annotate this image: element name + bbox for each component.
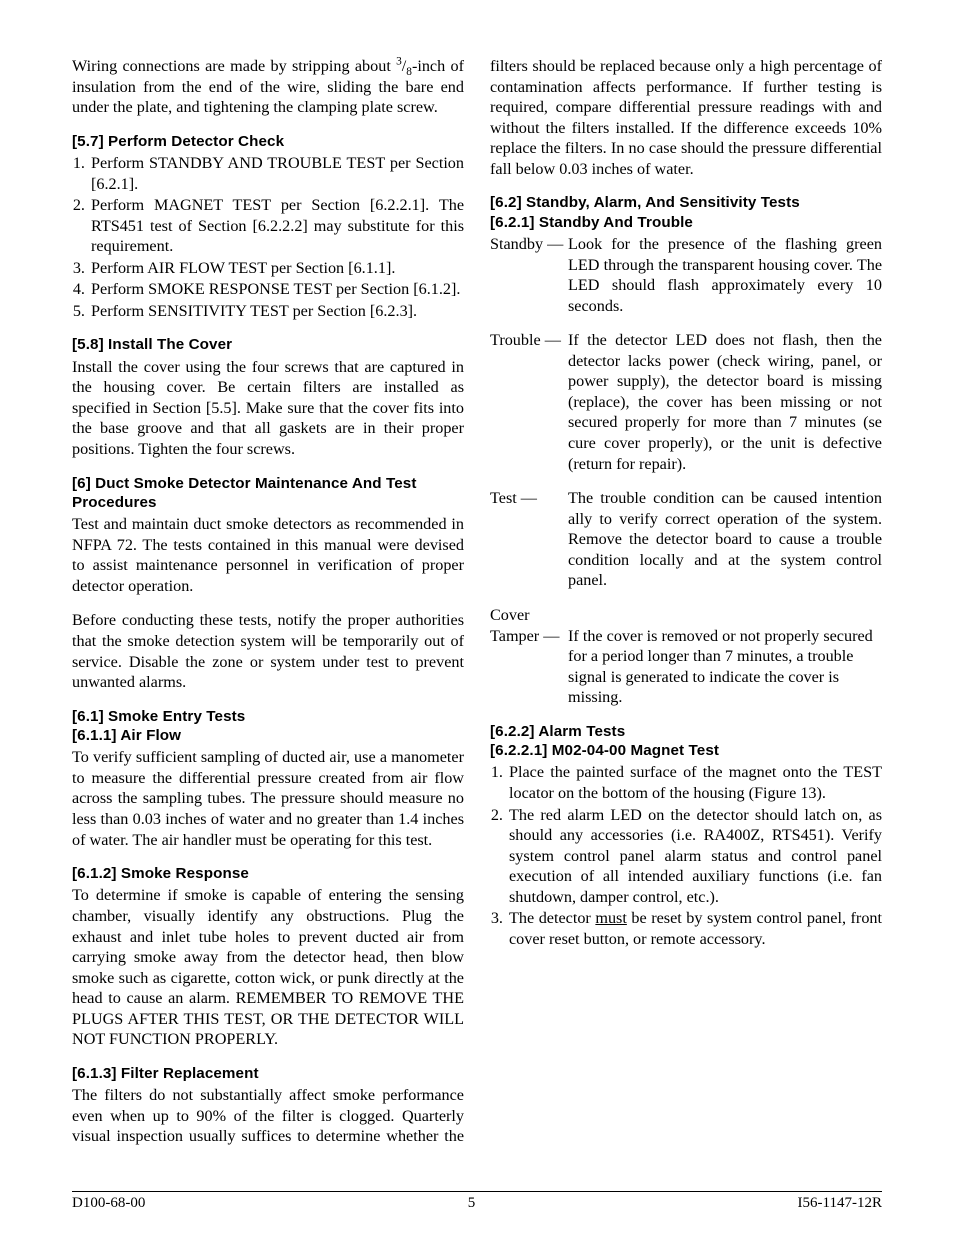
- def-term: Cover: [490, 605, 882, 626]
- definition-list-6-2-1: Standby — Look for the presence of the f…: [490, 234, 882, 708]
- list-item: Perform SMOKE RESPONSE TEST per Section …: [89, 279, 464, 300]
- def-cover-line: Cover: [490, 605, 882, 626]
- heading-6-1-3: [6.1.3] Filter Replacement: [72, 1064, 464, 1083]
- def-trouble: Trouble — If the detector LED does not f…: [490, 330, 882, 474]
- def-standby: Standby — Look for the presence of the f…: [490, 234, 882, 316]
- def-body: Look for the presence of the flashing gr…: [568, 234, 882, 316]
- body-6-1-2: To determine if smoke is capable of ente…: [72, 885, 464, 1050]
- def-term: Standby —: [490, 234, 568, 255]
- heading-6-2-1: [6.2.1] Standby And Trouble: [490, 213, 882, 232]
- def-body: If the cover is removed or not properly …: [568, 626, 882, 708]
- page-footer: D100-68-00 5 I56-1147-12R: [72, 1191, 882, 1212]
- list-item: Perform AIR FLOW TEST per Section [6.1.1…: [89, 258, 464, 279]
- heading-5-8: [5.8] Install The Cover: [72, 335, 464, 354]
- def-test: Test — The trouble condition can be caus…: [490, 488, 882, 591]
- body-6-p1: Test and maintain duct smoke detectors a…: [72, 514, 464, 596]
- heading-6-1-2: [6.1.2] Smoke Response: [72, 864, 464, 883]
- def-tamper: Tamper — If the cover is removed or not …: [490, 626, 882, 708]
- body-6-p2: Before conducting these tests, notify th…: [72, 610, 464, 692]
- def-term: Trouble —: [490, 330, 568, 351]
- list-item: The red alarm LED on the detector should…: [507, 805, 882, 908]
- footer-right: I56-1147-12R: [798, 1195, 882, 1212]
- heading-6-2: [6.2] Standby, Alarm, And Sensitivity Te…: [490, 193, 882, 212]
- list-item: Perform MAGNET TEST per Section [6.2.2.1…: [89, 195, 464, 257]
- body-5-8: Install the cover using the four screws …: [72, 357, 464, 460]
- intro-paragraph: Wiring connections are made by stripping…: [72, 56, 464, 118]
- heading-6-1-1: [6.1.1] Air Flow: [72, 726, 464, 745]
- list-5-7: Perform STANDBY AND TROUBLE TEST per Sec…: [72, 153, 464, 322]
- footer-page-number: 5: [468, 1195, 476, 1212]
- text-columns: Wiring connections are made by stripping…: [72, 56, 882, 1156]
- heading-6-2-2: [6.2.2] Alarm Tests: [490, 722, 882, 741]
- footer-left: D100-68-00: [72, 1195, 145, 1212]
- heading-6: [6] Duct Smoke Detector Maintenance And …: [72, 474, 464, 513]
- list-item: Perform SENSITIVITY TEST per Section [6.…: [89, 301, 464, 322]
- heading-6-1: [6.1] Smoke Entry Tests: [72, 707, 464, 726]
- heading-5-7: [5.7] Perform Detector Check: [72, 132, 464, 151]
- def-body: The trouble condition can be caused inte…: [568, 488, 882, 591]
- def-term: Test —: [490, 488, 568, 509]
- list-6-2-2-1: Place the painted surface of the magnet …: [490, 762, 882, 949]
- list-item: Place the painted surface of the magnet …: [507, 762, 882, 803]
- list-item: The detector must be reset by system con…: [507, 908, 882, 949]
- heading-6-2-2-1: [6.2.2.1] M02-04-00 Magnet Test: [490, 741, 882, 760]
- body-6-1-1: To verify sufficient sampling of ducted …: [72, 747, 464, 850]
- page: Wiring connections are made by stripping…: [0, 0, 954, 1235]
- def-term: Tamper —: [490, 626, 568, 647]
- def-body: If the detector LED does not flash, then…: [568, 330, 882, 474]
- list-item: Perform STANDBY AND TROUBLE TEST per Sec…: [89, 153, 464, 194]
